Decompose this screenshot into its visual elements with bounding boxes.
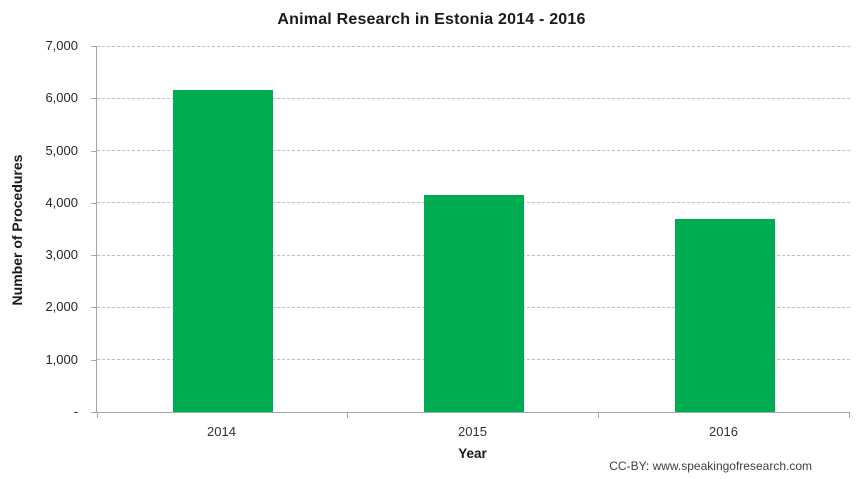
bar-2014 xyxy=(172,90,273,412)
x-axis-tick xyxy=(347,413,348,418)
y-axis-tick xyxy=(91,307,96,309)
y-axis-tick xyxy=(91,412,96,413)
x-tick-label: 2015 xyxy=(458,424,487,439)
x-axis-title: Year xyxy=(458,446,487,461)
y-tick-label: 7,000 xyxy=(45,38,78,53)
y-tick-label: 6,000 xyxy=(45,90,78,106)
y-tick-label: 3,000 xyxy=(45,247,78,263)
y-axis-tick xyxy=(91,359,96,361)
plot-area xyxy=(91,45,850,418)
bar-2016 xyxy=(674,218,775,412)
y-axis-tick xyxy=(91,202,96,204)
bar-2015 xyxy=(423,195,524,412)
y-axis-title: Number of Procedures xyxy=(9,154,25,306)
y-axis-tick xyxy=(91,255,96,257)
y-tick-label: 2,000 xyxy=(45,299,78,315)
y-axis-tick xyxy=(91,150,96,152)
y-axis-tick xyxy=(91,46,96,47)
y-tick-label: - xyxy=(73,404,78,419)
y-tick-label: 5,000 xyxy=(45,142,78,158)
y-tick-label: 4,000 xyxy=(45,194,78,210)
x-axis-tick xyxy=(97,413,98,418)
x-axis-tick xyxy=(849,413,850,418)
y-tick-label: 1,000 xyxy=(45,351,78,367)
gridline xyxy=(97,150,850,152)
gridline xyxy=(97,45,850,47)
credit-text: CC-BY: www.speakingofresearch.com xyxy=(609,459,812,473)
y-axis-tick xyxy=(91,98,96,100)
x-axis-tick xyxy=(598,413,599,418)
chart-title: Animal Research in Estonia 2014 - 2016 xyxy=(277,11,586,28)
x-tick-label: 2016 xyxy=(709,424,738,439)
gridline xyxy=(97,97,850,99)
x-tick-label: 2014 xyxy=(207,424,236,439)
